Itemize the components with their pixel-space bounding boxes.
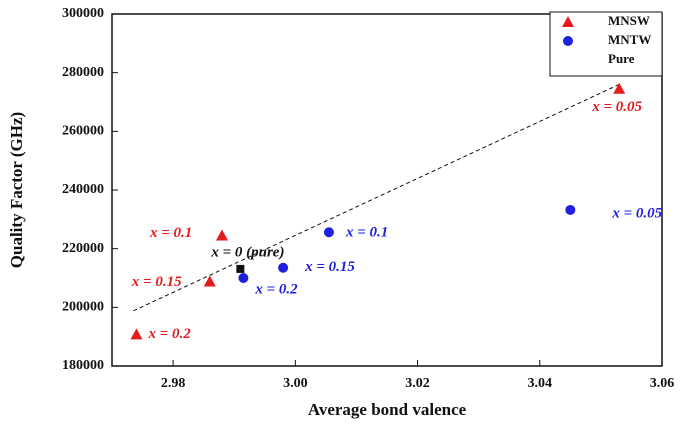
point-label: x = 0.1 [149, 225, 192, 241]
marker-circle [563, 36, 573, 46]
legend-label: MNSW [608, 13, 650, 28]
x-tick-label: 3.06 [650, 376, 675, 391]
marker-triangle [613, 82, 626, 94]
point-label: x = 0.05 [611, 205, 662, 221]
x-tick-label: 3.04 [528, 376, 553, 391]
legend-label: MNTW [608, 32, 651, 47]
y-tick-label: 200000 [62, 300, 104, 315]
y-tick-label: 240000 [62, 182, 104, 197]
marker-circle [323, 227, 334, 238]
y-tick-label: 220000 [62, 241, 104, 256]
point-label: x = 0.2 [147, 326, 191, 342]
x-tick-label: 3.02 [405, 376, 430, 391]
point-label: x = 0.2 [254, 281, 298, 297]
marker-triangle [216, 229, 228, 241]
marker-triangle [203, 275, 216, 287]
point-label: x = 0.1 [345, 225, 388, 241]
x-tick-label: 2.98 [161, 376, 186, 391]
y-axis-title: Quality Factor (GHz) [7, 112, 26, 268]
marker-triangle [130, 328, 143, 340]
x-tick-label: 3.00 [283, 376, 308, 391]
point-label: x = 0.05 [591, 99, 642, 115]
y-tick-label: 180000 [62, 358, 104, 373]
y-tick-label: 300000 [62, 6, 104, 21]
point-label: x = 0 (pure) [210, 244, 284, 260]
point-label: x = 0.15 [304, 259, 355, 275]
y-tick-label: 260000 [62, 124, 104, 139]
marker-circle [565, 204, 576, 215]
marker-circle [238, 273, 249, 283]
trend-line [133, 83, 620, 312]
marker-triangle [562, 16, 574, 27]
legend-label: Pure [608, 51, 635, 66]
x-axis-title: Average bond valence [308, 400, 467, 419]
marker-circle [278, 262, 289, 273]
point-label: x = 0.15 [131, 274, 182, 290]
marker-square [236, 264, 245, 273]
y-tick-label: 280000 [62, 65, 104, 80]
